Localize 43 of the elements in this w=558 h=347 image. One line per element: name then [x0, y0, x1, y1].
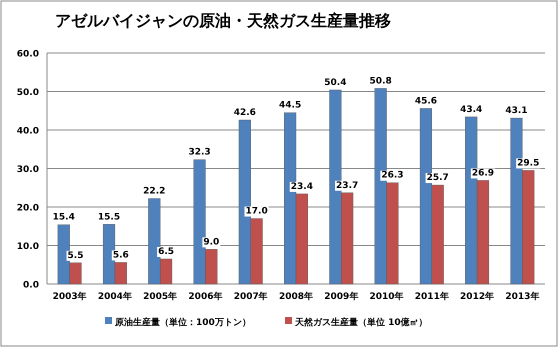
data-label: 15.4: [52, 212, 75, 223]
x-tick-label: 2011年: [414, 291, 449, 302]
x-tick-label: 2008年: [278, 291, 314, 302]
legend-label: 天然ガス生産量（単位 10億㎥）: [294, 317, 428, 328]
data-label: 42.6: [234, 108, 256, 118]
y-tick-label: 30.0: [16, 165, 39, 175]
y-tick-label: 40.0: [16, 126, 39, 136]
x-tick-label: 2013年: [505, 291, 540, 302]
x-tick-label: 2006年: [188, 291, 222, 302]
x-tick-label: 2005年: [143, 291, 178, 302]
data-label: 25.7: [426, 173, 449, 184]
data-label: 23.7: [336, 180, 358, 191]
data-label: 23.4: [290, 182, 313, 192]
y-tick-label: 20.0: [16, 204, 39, 214]
data-label: 29.5: [517, 158, 540, 168]
x-tick-label: 2007年: [234, 291, 268, 302]
y-tick-label: 60.0: [16, 50, 39, 60]
x-tick-label: 2004年: [98, 291, 132, 302]
data-label: 6.5: [158, 246, 174, 257]
data-label: 50.4: [324, 78, 346, 88]
x-tick-label: 2009年: [324, 291, 358, 302]
data-label: 44.5: [279, 100, 302, 111]
x-tick-label: 2012年: [460, 291, 494, 302]
data-label: 22.2: [143, 186, 166, 197]
legend-label: 原油生産量（単位：100万トン）: [114, 317, 251, 328]
x-tick-label: 2003年: [52, 291, 87, 302]
data-label: 9.0: [203, 237, 220, 248]
data-label: 43.4: [460, 104, 482, 115]
data-label: 15.5: [98, 212, 120, 222]
y-tick-label: 10.0: [16, 242, 39, 252]
data-label: 26.3: [381, 170, 404, 181]
chart-title: アゼルバイジャンの原油・天然ガス生産量推移: [55, 11, 391, 30]
data-label: 32.3: [188, 148, 211, 158]
y-tick-label: 0.0: [23, 280, 39, 290]
y-tick-label: 50.0: [16, 88, 39, 98]
data-label: 26.9: [472, 168, 494, 178]
data-label: 45.6: [414, 96, 438, 106]
data-label: 17.0: [246, 206, 268, 217]
data-label: 43.1: [505, 106, 528, 116]
data-label: 5.5: [68, 250, 84, 261]
data-label: 50.8: [370, 76, 392, 86]
x-tick-label: 2010年: [370, 291, 404, 302]
data-label: 5.6: [112, 250, 129, 260]
